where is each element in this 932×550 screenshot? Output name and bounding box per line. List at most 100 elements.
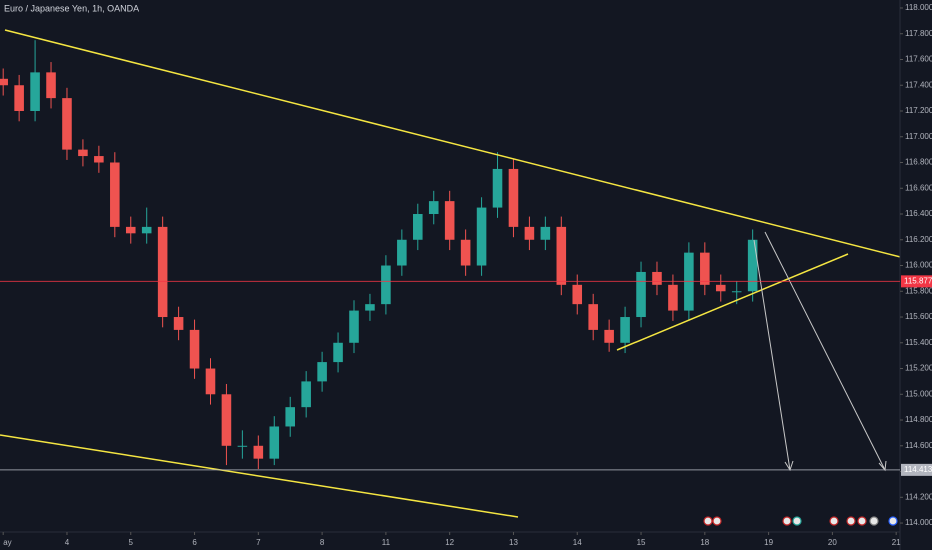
x-tick-label: 7 xyxy=(256,538,261,547)
candle-body xyxy=(14,85,24,111)
y-tick-label: 116.200 xyxy=(905,235,932,244)
x-tick-label: 8 xyxy=(320,538,325,547)
x-tick-label: 18 xyxy=(700,538,709,547)
candle-body xyxy=(189,329,200,369)
x-tick-label: 21 xyxy=(892,538,901,547)
event-icon xyxy=(703,516,713,526)
trendline xyxy=(4,29,932,266)
candle-body xyxy=(269,426,280,459)
candle-body xyxy=(78,149,88,157)
x-tick-label: 11 xyxy=(382,538,391,547)
x-tick-label: 19 xyxy=(764,538,773,547)
x-tick-label: 12 xyxy=(445,538,454,547)
event-icon xyxy=(869,516,879,526)
chart-title: Euro / Japanese Yen, 1h, OANDA xyxy=(4,3,139,13)
candle-body xyxy=(604,329,614,343)
price-label: 114.413 xyxy=(904,465,932,474)
event-icon xyxy=(888,516,898,526)
candle-body xyxy=(62,98,72,150)
y-tick-label: 117.400 xyxy=(905,80,932,89)
candle-body xyxy=(668,284,678,311)
candle-body xyxy=(317,362,327,382)
x-tick-label: 5 xyxy=(129,538,134,547)
x-tick-label: ay xyxy=(3,538,11,547)
y-tick-label: 116.000 xyxy=(905,261,932,270)
y-tick-label: 115.800 xyxy=(905,286,932,295)
candle-body xyxy=(620,317,630,343)
event-icon xyxy=(857,516,867,526)
candle-body xyxy=(492,168,503,208)
x-tick-label: 20 xyxy=(828,538,837,547)
candle-body xyxy=(0,78,8,86)
candle-body xyxy=(365,304,375,311)
y-tick-label: 117.600 xyxy=(905,55,932,64)
candle-body xyxy=(731,291,742,293)
candle-body xyxy=(428,201,439,215)
x-tick-label: 13 xyxy=(509,538,518,547)
y-tick-label: 115.400 xyxy=(905,338,932,347)
price-label-box xyxy=(901,275,932,288)
x-tick-label: 15 xyxy=(637,538,646,547)
y-tick-label: 116.800 xyxy=(905,158,932,167)
event-icon xyxy=(792,516,802,526)
candle-body xyxy=(747,239,758,292)
trendline xyxy=(616,253,849,351)
candle-body xyxy=(476,207,487,266)
y-tick-label: 114.600 xyxy=(905,441,932,450)
candle-body xyxy=(221,394,232,446)
candle-body xyxy=(125,226,136,234)
candle-body xyxy=(46,72,56,99)
candle-body xyxy=(636,271,646,318)
y-tick-label: 115.200 xyxy=(905,364,932,373)
candle-body xyxy=(285,407,296,427)
candle-body xyxy=(556,226,567,285)
candle-body xyxy=(333,342,343,363)
event-icon xyxy=(712,516,722,526)
y-tick-label: 115.600 xyxy=(905,312,932,321)
y-tick-label: 117.200 xyxy=(905,106,932,115)
plot-area xyxy=(0,40,758,469)
candle-body xyxy=(381,265,391,305)
candle-body xyxy=(588,304,598,330)
event-icons xyxy=(703,516,898,526)
candle-body xyxy=(700,252,710,285)
projection-arrows xyxy=(753,231,887,472)
candle-body xyxy=(349,310,359,343)
trendline xyxy=(0,434,519,518)
candle-body xyxy=(157,226,168,318)
candle-body xyxy=(715,284,726,292)
x-tick-label: 4 xyxy=(65,538,70,547)
y-tick-label: 114.800 xyxy=(905,415,932,424)
event-icon xyxy=(782,516,792,526)
event-icon xyxy=(829,516,839,526)
candle-body xyxy=(30,72,40,111)
arrow xyxy=(753,239,791,471)
candle-body xyxy=(205,368,216,395)
candle-body xyxy=(237,445,248,447)
candle-body xyxy=(94,156,104,163)
candle-body xyxy=(301,381,311,408)
candle-body xyxy=(253,445,264,459)
y-tick-label: 117.000 xyxy=(905,132,932,141)
x-tick-label: 6 xyxy=(192,538,197,547)
arrow xyxy=(764,231,886,471)
candle-body xyxy=(110,162,120,227)
y-tick-label: 116.400 xyxy=(905,209,932,218)
candle-body xyxy=(397,239,407,266)
candle-body xyxy=(141,226,152,234)
candle-body xyxy=(540,226,551,240)
price-axis xyxy=(900,0,932,550)
candle-body xyxy=(508,168,519,227)
y-tick-label: 116.600 xyxy=(905,183,932,192)
candle-body xyxy=(173,317,184,330)
y-tick-label: 114.000 xyxy=(905,518,932,527)
price-label-box xyxy=(901,463,932,476)
candle-body xyxy=(652,271,662,285)
candle-body xyxy=(524,226,535,240)
y-tick-label: 115.000 xyxy=(905,389,932,398)
y-tick-label: 118.000 xyxy=(905,3,932,12)
y-tick-label: 114.200 xyxy=(905,492,932,501)
price-label: 115.877 xyxy=(904,276,932,285)
